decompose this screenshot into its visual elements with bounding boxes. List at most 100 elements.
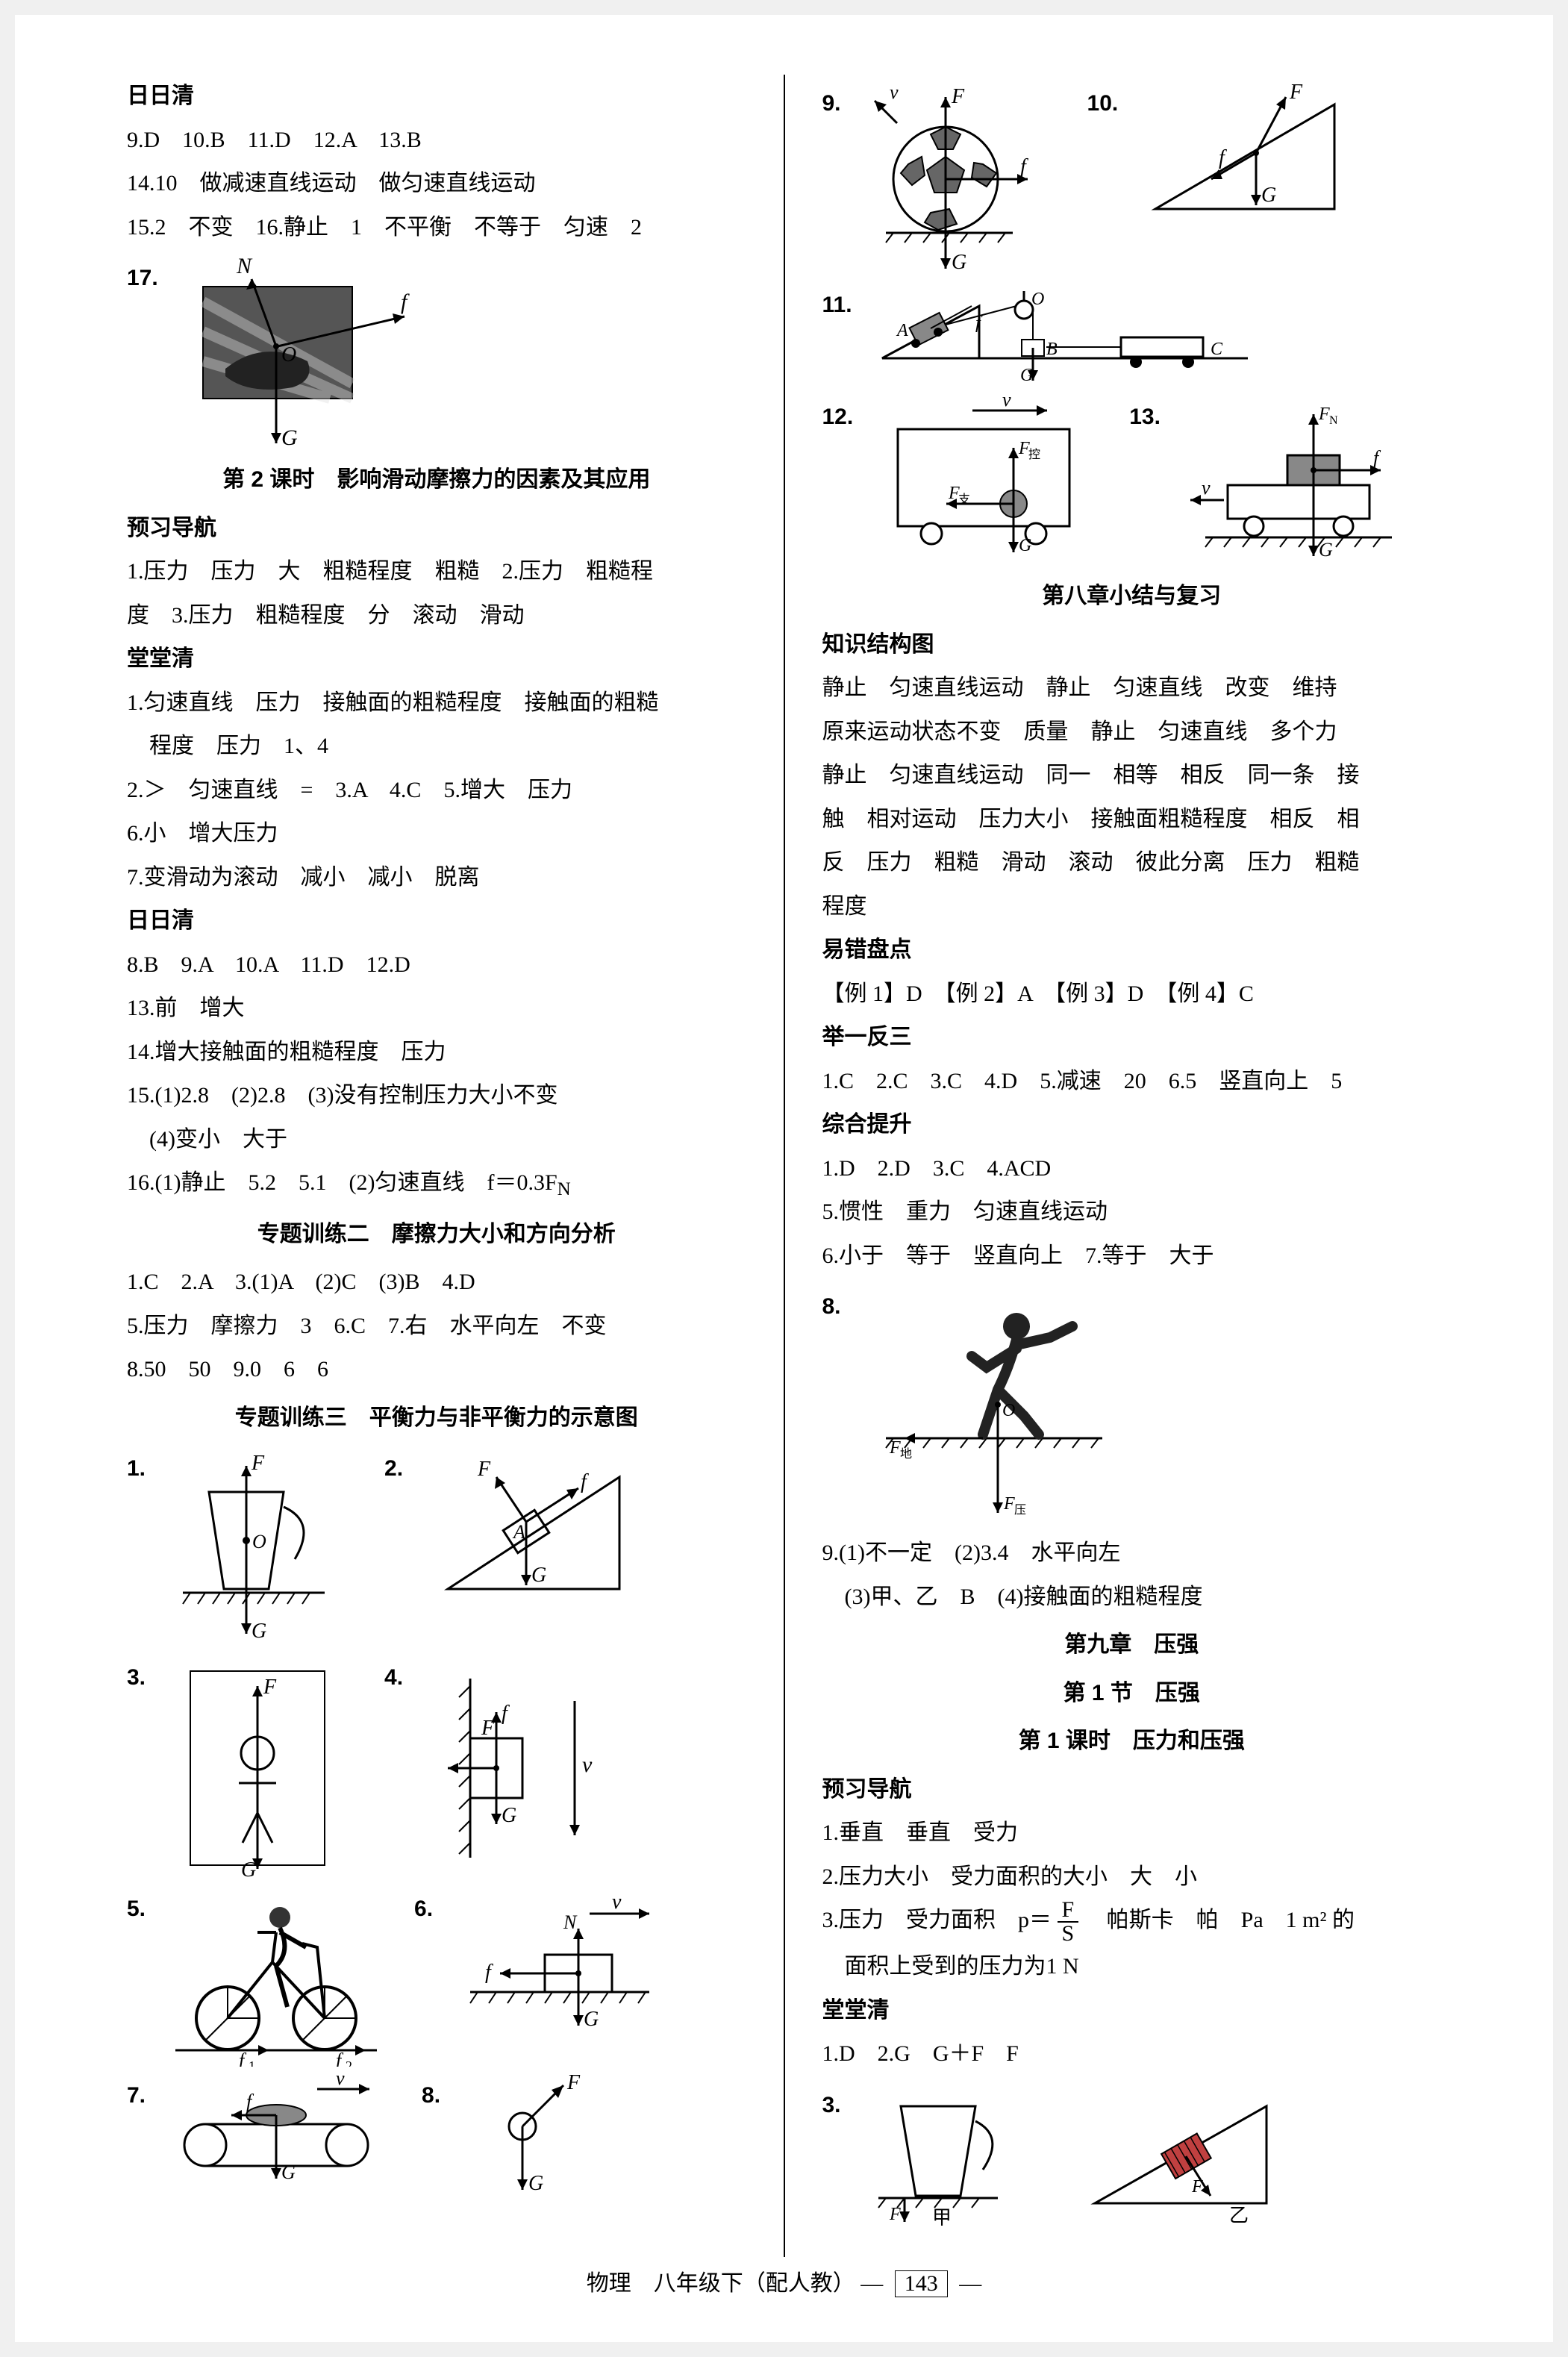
- topic2-title: 专题训练二 摩擦力大小和方向分析: [127, 1213, 746, 1257]
- topic2-1-4: 1.C 2.A 3.(1)A (2)C (3)B 4.D: [127, 1261, 746, 1305]
- svg-text:2: 2: [346, 2058, 352, 2067]
- ch8-title: 第八章小结与复习: [822, 575, 1442, 619]
- ttq-1b: 程度 压力 1、4: [127, 725, 746, 769]
- svg-text:F: F: [1289, 82, 1303, 104]
- ttq-7: 7.变滑动为滚动 减小 减小 脱离: [127, 856, 746, 900]
- pv3-post: 帕斯卡 帕 Pa 1 m² 的: [1084, 1908, 1355, 1932]
- figrow-1-2: 1. O F G: [127, 1447, 746, 1649]
- figrow-zh8: 8. O: [822, 1285, 1442, 1524]
- figrow-11: 11. A O B: [822, 284, 1442, 388]
- preview-1b: 度 3.压力 粗糙程度 分 滚动 滑动: [127, 594, 746, 638]
- label-1: 1.: [127, 1447, 146, 1491]
- ttq-1a: 1.匀速直线 压力 接触面的粗糙程度 接触面的粗糙: [127, 681, 746, 725]
- heading-ririqing-2: 日日清: [127, 899, 746, 943]
- label-12: 12.: [822, 396, 854, 440]
- heading-tangtangqing: 堂堂清: [127, 637, 746, 681]
- page-number: 143: [895, 2270, 948, 2297]
- figure-zh8-runner: O F地 F压: [863, 1285, 1117, 1524]
- ch9-title: 第九章 压强: [822, 1623, 1442, 1667]
- frac-den: S: [1058, 1923, 1079, 1945]
- pv3-pre: 3.压力 受力面积 p＝: [822, 1908, 1052, 1932]
- label-11: 11.: [822, 284, 852, 328]
- answer-14: 14.10 做减速直线运动 做匀速直线运动: [127, 162, 746, 206]
- zs-5: 反 压力 粗糙 滑动 滚动 彼此分离 压力 粗糙: [822, 841, 1442, 885]
- zs-1: 静止 匀速直线运动 静止 匀速直线 改变 维持: [822, 666, 1442, 711]
- svg-text:v: v: [336, 2074, 345, 2089]
- rrq2-16-sub: N: [557, 1179, 571, 1199]
- rrq2-15a: 15.(1)2.8 (2)2.8 (3)没有控制压力大小不变: [127, 1074, 746, 1118]
- figrow-3-4: 3. F G 4.: [127, 1656, 746, 1880]
- svg-text:N: N: [1329, 414, 1338, 427]
- label-6: 6.: [414, 1888, 433, 1932]
- figure-8-ball: F G: [463, 2074, 597, 2201]
- figure-tt3-jia: F 甲: [863, 2084, 1013, 2226]
- svg-text:f: f: [975, 313, 983, 333]
- svg-text:F: F: [263, 1676, 277, 1699]
- label-2: 2.: [384, 1447, 403, 1491]
- svg-text:G: G: [241, 1858, 256, 1880]
- ttq-2-5: 2.＞ 匀速直线 = 3.A 4.C 5.增大 压力: [127, 769, 746, 813]
- topic2-5-7: 5.压力 摩擦力 3 6.C 7.右 水平向左 不变: [127, 1305, 746, 1349]
- ch9-s1: 第 1 节 压强: [822, 1672, 1442, 1716]
- section-title-lesson2: 第 2 课时 影响滑动摩擦力的因素及其应用: [127, 458, 746, 502]
- right-column: 9. v F: [793, 75, 1442, 2257]
- preview-1a: 1.压力 压力 大 粗糙程度 粗糙 2.压力 粗糙程: [127, 550, 746, 594]
- answer-15-16: 15.2 不变 16.静止 1 不平衡 不等于 匀速 2: [127, 206, 746, 250]
- svg-text:压: 压: [1014, 1504, 1026, 1517]
- yc-examples: 【例 1】D 【例 2】A 【例 3】D 【例 4】C: [822, 973, 1442, 1017]
- footer-dash-2: —: [959, 2271, 981, 2296]
- pv-2: 2.压力大小 受力面积的大小 大 小: [822, 1855, 1442, 1899]
- rrq2-14: 14.增大接触面的粗糙程度 压力: [127, 1031, 746, 1075]
- zs-6: 程度: [822, 885, 1442, 929]
- label-13: 13.: [1129, 396, 1161, 440]
- svg-text:f: f: [581, 1470, 589, 1493]
- zh-9b: (3)甲、乙 B (4)接触面的粗糙程度: [822, 1576, 1442, 1620]
- svg-text:f: f: [239, 2050, 247, 2067]
- heading-jyfs: 举一反三: [822, 1016, 1442, 1060]
- figrow-12-13: 12. v F控: [822, 396, 1442, 567]
- label-10: 10.: [1087, 82, 1119, 126]
- pv-3b: 面积上受到的压力为1 N: [822, 1945, 1442, 1989]
- heading-ycpd: 易错盘点: [822, 928, 1442, 973]
- figrow-5-6: 5.: [127, 1888, 746, 2067]
- fraction-F-over-S: F S: [1058, 1899, 1079, 1945]
- pv-1: 1.垂直 垂直 受力: [822, 1811, 1442, 1855]
- svg-text:1: 1: [249, 2058, 255, 2067]
- svg-text:v: v: [612, 1891, 622, 1914]
- topic3-title: 专题训练三 平衡力与非平衡力的示意图: [127, 1396, 746, 1440]
- heading-ttq2: 堂堂清: [822, 1989, 1442, 2033]
- two-column-layout: 日日清 9.D 10.B 11.D 12.A 13.B 14.10 做减速直线运…: [127, 75, 1441, 2257]
- ttq-6: 6.小 增大压力: [127, 812, 746, 856]
- svg-text:A: A: [896, 321, 908, 340]
- heading-preview: 预习导航: [127, 507, 746, 551]
- tt-1: 1.D 2.G G＋F F: [822, 2032, 1442, 2076]
- zs-2: 原来运动状态不变 质量 静止 匀速直线 多个力: [822, 711, 1442, 755]
- svg-text:G: G: [531, 1564, 546, 1587]
- svg-text:f: f: [1373, 447, 1381, 469]
- footer-subject: 物理 八年级下（配人教）: [587, 2271, 855, 2296]
- label-17: 17.: [127, 257, 158, 301]
- figure-11-carts: A O B f G: [875, 284, 1263, 388]
- left-column: 日日清 9.D 10.B 11.D 12.A 13.B 14.10 做减速直线运…: [127, 75, 776, 2257]
- figure-4-wall-block: F f G v: [425, 1656, 619, 1880]
- svg-text:O: O: [1002, 1401, 1015, 1420]
- svg-text:O: O: [281, 343, 296, 366]
- column-divider: [784, 75, 785, 2257]
- figure-3-rocket: F G: [168, 1656, 340, 1880]
- zh-1: 1.D 2.D 3.C 4.ACD: [822, 1147, 1442, 1191]
- svg-text:v: v: [582, 1752, 593, 1777]
- svg-text:G: G: [528, 2172, 543, 2195]
- svg-text:f: f: [401, 290, 410, 314]
- svg-text:F: F: [889, 1438, 901, 1458]
- svg-text:G: G: [1019, 536, 1031, 555]
- zh-9a: 9.(1)不一定 (2)3.4 水平向左: [822, 1532, 1442, 1576]
- zs-4: 触 相对运动 压力大小 接触面粗糙程度 相反 相: [822, 798, 1442, 842]
- rrq2-13: 13.前 增大: [127, 987, 746, 1031]
- zh-5: 5.惯性 重力 匀速直线运动: [822, 1190, 1442, 1234]
- svg-text:F: F: [1003, 1494, 1015, 1514]
- figure-tt3-yi: F 乙: [1080, 2084, 1289, 2226]
- label-4: 4.: [384, 1656, 403, 1700]
- svg-text:G: G: [952, 251, 966, 274]
- answers-9-13: 9.D 10.B 11.D 12.A 13.B: [127, 119, 746, 163]
- label-3: 3.: [127, 1656, 146, 1700]
